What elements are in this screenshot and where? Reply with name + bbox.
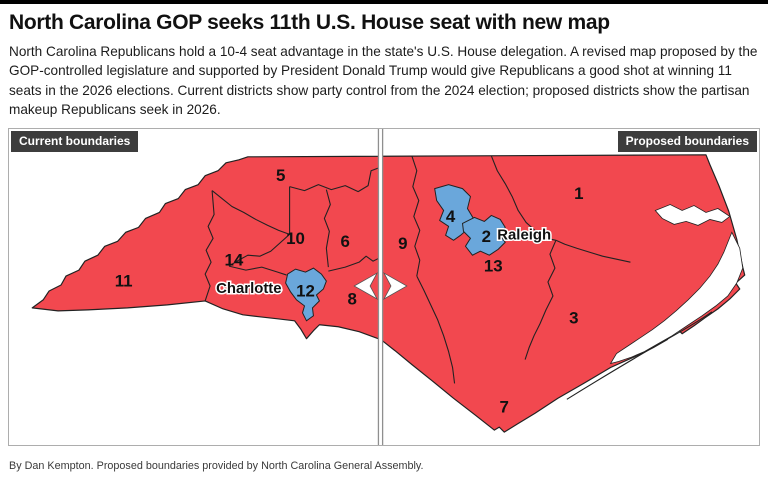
credit-line: By Dan Kempton. Proposed boundaries prov… xyxy=(9,460,424,473)
district-2-shape xyxy=(461,215,506,257)
proposed-boundaries-badge: Proposed boundaries xyxy=(617,131,757,153)
district-label-13: 13 xyxy=(484,257,503,276)
district-label-9: 9 xyxy=(398,234,407,253)
slider-right-arrow-icon[interactable] xyxy=(382,272,408,301)
district-label-4: 4 xyxy=(446,207,456,226)
district-boundary-10-6 xyxy=(323,189,331,268)
district-label-14: 14 xyxy=(225,251,244,270)
district-12-shape xyxy=(285,267,327,322)
district-boundary-13-3 xyxy=(524,240,557,360)
district-label-3: 3 xyxy=(569,308,578,327)
district-label-12: 12 xyxy=(296,282,315,301)
comparison-slider[interactable] xyxy=(353,129,408,446)
raleigh-label: Raleigh xyxy=(497,228,551,244)
header: North Carolina GOP seeks 11th U.S. House… xyxy=(0,4,768,119)
district-label-1: 1 xyxy=(574,184,583,203)
charlotte-label: Charlotte xyxy=(216,281,281,297)
district-boundary-5-south xyxy=(211,190,290,236)
north-carolina-map: 5 11 14 10 6 12 8 Charlotte 9 4 2 13 1 3… xyxy=(31,129,746,446)
district-boundary-14-10 xyxy=(228,234,290,267)
top-accent-bar xyxy=(0,0,768,4)
district-label-7: 7 xyxy=(500,398,509,417)
page-title: North Carolina GOP seeks 11th U.S. House… xyxy=(9,11,610,34)
district-boundary-9-east xyxy=(411,155,421,277)
district-label-6: 6 xyxy=(341,232,350,251)
slider-left-arrow-icon[interactable] xyxy=(353,272,379,301)
district-label-5: 5 xyxy=(276,166,285,185)
district-boundary-7-west xyxy=(416,276,456,384)
district-boundary-1-south xyxy=(490,155,631,263)
district-label-8: 8 xyxy=(348,290,357,309)
district-label-10: 10 xyxy=(286,229,305,248)
district-label-2: 2 xyxy=(482,227,491,246)
comparison-map-panel: Current boundaries Proposed boundaries 5… xyxy=(8,128,760,447)
district-boundary-10-6-north xyxy=(289,167,380,193)
albemarle-sound-water xyxy=(654,204,731,227)
pamlico-sound-water xyxy=(609,231,744,365)
district-label-11: 11 xyxy=(115,272,133,291)
district-boundary-14-south xyxy=(228,265,287,276)
slider-track[interactable] xyxy=(379,129,383,446)
intro-paragraph: North Carolina Republicans hold a 10-4 s… xyxy=(9,44,758,117)
district-boundary-11 xyxy=(204,190,215,302)
district-boundary-8-north xyxy=(328,255,380,272)
barrier-island-line xyxy=(566,311,713,400)
current-boundaries-badge: Current boundaries xyxy=(11,131,139,153)
